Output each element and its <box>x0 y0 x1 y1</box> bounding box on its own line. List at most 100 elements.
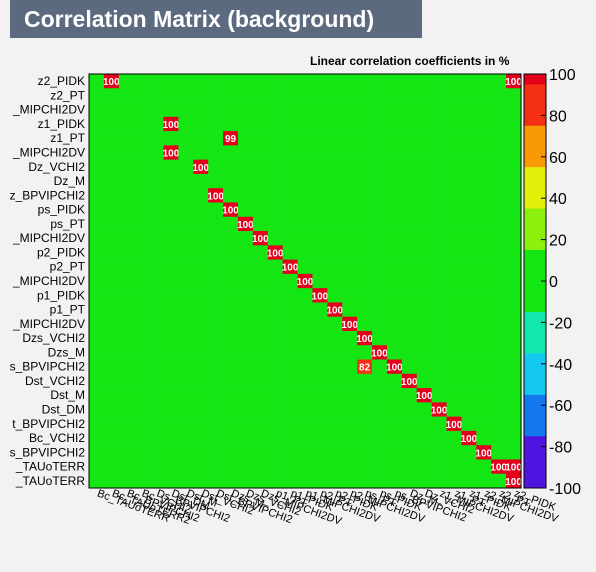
colorbar-segment <box>524 477 546 489</box>
heatmap-cell <box>208 116 224 132</box>
heatmap-cell <box>401 430 418 446</box>
heatmap-cell <box>103 202 120 218</box>
cell-value-label: 100 <box>475 448 492 459</box>
heatmap-cell <box>237 416 254 432</box>
heatmap-cell <box>252 273 269 289</box>
heatmap-cell <box>327 445 343 460</box>
heatmap-cell <box>193 116 209 132</box>
heatmap-cell <box>252 416 269 432</box>
heatmap-cell <box>237 359 254 375</box>
heatmap-cell <box>446 188 462 203</box>
heatmap-cell <box>282 74 298 89</box>
heatmap-cell <box>237 159 254 175</box>
heatmap-cell <box>89 273 105 289</box>
heatmap-cell <box>118 202 134 218</box>
heatmap-cell <box>89 459 105 475</box>
heatmap-cell <box>506 373 522 389</box>
heatmap-cell <box>297 459 313 475</box>
heatmap-cell <box>118 216 134 232</box>
heatmap-cell <box>357 88 373 103</box>
heatmap-cell <box>506 273 522 289</box>
heatmap-cell <box>342 388 358 403</box>
heatmap-cell <box>193 345 209 360</box>
heatmap-cell <box>282 131 298 146</box>
heatmap-cell <box>208 445 224 460</box>
colorbar-segment <box>524 74 546 85</box>
colorbar-segment <box>524 136 546 147</box>
heatmap-cell <box>163 88 179 103</box>
heatmap-cell <box>342 145 358 160</box>
heatmap-cell <box>386 459 403 475</box>
heatmap-cell <box>297 231 313 246</box>
row-label: _MIPCHI2DV <box>12 103 85 117</box>
heatmap-cell <box>193 388 209 403</box>
heatmap-cell <box>461 430 477 446</box>
heatmap-cell <box>118 231 134 246</box>
heatmap-cell <box>237 131 254 146</box>
heatmap-cell <box>208 102 224 118</box>
heatmap-cell <box>178 430 194 446</box>
cell-value-label: 100 <box>431 405 448 416</box>
heatmap-cell <box>372 445 388 460</box>
heatmap-cell <box>446 173 462 189</box>
heatmap-cell <box>357 345 373 360</box>
heatmap-cell <box>252 116 269 132</box>
heatmap-cell <box>506 131 522 146</box>
heatmap-cell <box>461 88 477 103</box>
heatmap-cell <box>148 373 164 389</box>
row-label: z1_PT <box>50 131 85 145</box>
colorbar-segment <box>524 425 546 437</box>
colorbar-segment <box>524 394 546 406</box>
heatmap-cell <box>118 259 134 275</box>
heatmap-cell <box>401 88 418 103</box>
colorbar-segment <box>524 322 546 334</box>
heatmap-cell <box>223 245 239 260</box>
heatmap-cell <box>476 216 492 232</box>
heatmap-cell <box>237 202 254 218</box>
heatmap-cell <box>223 288 239 303</box>
heatmap-cell <box>118 288 134 303</box>
heatmap-cell <box>342 473 358 489</box>
heatmap-cell <box>208 402 224 417</box>
heatmap-cell <box>357 131 373 146</box>
heatmap-cell <box>237 273 254 289</box>
heatmap-cell <box>267 88 283 103</box>
heatmap-cell <box>476 402 492 417</box>
heatmap-cell <box>103 245 120 260</box>
heatmap-cell <box>446 273 462 289</box>
heatmap-cell <box>386 302 403 317</box>
heatmap-cell <box>416 330 432 346</box>
heatmap-cell <box>118 402 134 417</box>
heatmap-cell <box>327 316 343 332</box>
heatmap-cell <box>297 202 313 218</box>
heatmap-cell <box>401 216 418 232</box>
heatmap-cell <box>148 302 164 317</box>
heatmap-cell <box>103 173 120 189</box>
heatmap-cell <box>401 459 418 475</box>
heatmap-cell <box>148 88 164 103</box>
colorbar-segment <box>524 115 546 127</box>
heatmap-cell <box>312 373 328 389</box>
heatmap-cell <box>312 359 328 375</box>
heatmap-cell <box>372 430 388 446</box>
heatmap-cell <box>282 202 298 218</box>
heatmap-cell <box>416 373 432 389</box>
heatmap-cell <box>491 145 507 160</box>
cell-value-label: 100 <box>192 163 209 174</box>
heatmap-cell <box>476 459 492 475</box>
heatmap-cell <box>446 259 462 275</box>
heatmap-cell <box>491 216 507 232</box>
heatmap-cell <box>208 416 224 432</box>
heatmap-cell <box>223 145 239 160</box>
heatmap-cell <box>282 259 298 275</box>
heatmap-cell <box>401 188 418 203</box>
heatmap-cell <box>446 373 462 389</box>
heatmap-cell <box>416 416 432 432</box>
heatmap-cell <box>386 173 403 189</box>
row-label: ps_PIDK <box>38 203 85 217</box>
heatmap-cell <box>252 330 269 346</box>
heatmap-cell <box>252 74 269 89</box>
heatmap-cell <box>178 416 194 432</box>
heatmap-cell <box>327 416 343 432</box>
heatmap-cell <box>416 345 432 360</box>
